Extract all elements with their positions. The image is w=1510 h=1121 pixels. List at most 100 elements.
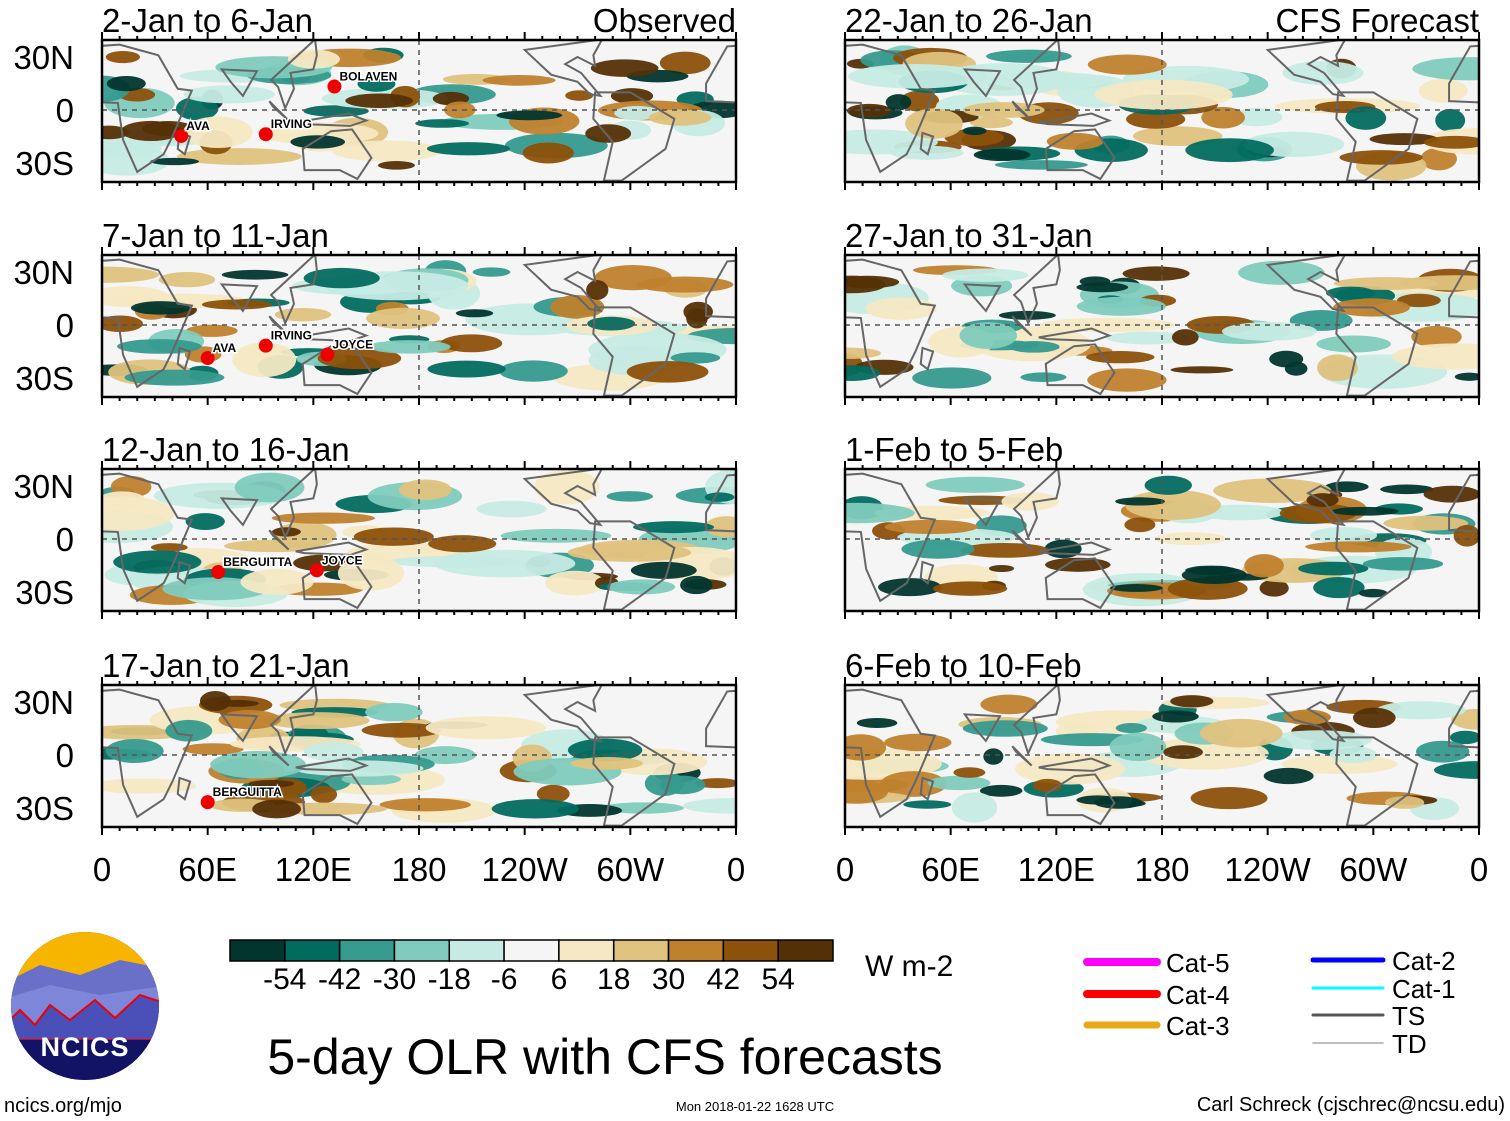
colorbar-tick-label: -54 <box>263 963 306 996</box>
coastline <box>219 283 259 313</box>
panel-title: 12-Jan to 16-Jan <box>102 431 350 468</box>
coastline <box>1044 128 1116 181</box>
lon-label: 180 <box>1134 851 1189 888</box>
footer-author: Carl Schreck (cjschrec@ncsu.edu) <box>1197 1094 1505 1116</box>
coastline <box>812 348 824 369</box>
storm-marker-icon <box>309 563 324 578</box>
lon-label: 0 <box>93 851 111 888</box>
lat-label: 0 <box>56 92 74 129</box>
colorbar-swatch <box>338 939 396 962</box>
coastline <box>592 91 676 182</box>
legend-label: TS <box>1392 1001 1425 1031</box>
coastline <box>962 497 1002 527</box>
coastline <box>301 128 373 181</box>
lat-label: 30S <box>15 790 74 827</box>
olr-anomaly-field: AVA IRVING BOLAVEN <box>102 40 824 182</box>
panel-source-label: CFS Forecast <box>1275 2 1479 39</box>
map-panel: AVA IRVING JOYCE 7-Jan to 11-Jan 30N 0 30S <box>13 217 824 405</box>
storm-marker-icon <box>200 795 215 810</box>
colorbar-tick-label: 42 <box>707 963 740 996</box>
lon-label: 120E <box>275 851 352 888</box>
coastline <box>176 346 192 371</box>
colorbar-tick-label: -30 <box>373 963 416 996</box>
coastline <box>962 283 1002 313</box>
panel-title: 7-Jan to 11-Jan <box>102 217 329 254</box>
coastline <box>1044 557 1116 610</box>
coastline <box>269 40 318 111</box>
storm-label: JOYCE <box>322 553 363 567</box>
coastline <box>1265 469 1346 527</box>
coastline <box>1012 469 1061 540</box>
colorbar-tick-label: 18 <box>597 963 630 996</box>
storm-label: BERGUITTA <box>223 555 292 569</box>
olr-anomaly-field <box>845 40 1479 182</box>
coastline <box>295 757 370 772</box>
legend-label: Cat-1 <box>1392 974 1456 1004</box>
olr-anomaly-field: AVA IRVING JOYCE <box>102 255 824 397</box>
coastline <box>845 472 937 603</box>
legend-label: Cat-4 <box>1166 980 1230 1010</box>
map-panel: BERGUITTA JOYCE 12-Jan to 16-Jan 30N 0 30S <box>13 431 738 619</box>
coastline <box>1011 745 1033 767</box>
coastline <box>812 133 824 154</box>
colorbar-tick-label: 6 <box>551 963 568 996</box>
footer-url[interactable]: ncics.org/mjo <box>4 1095 122 1117</box>
colorbar-swatch <box>722 939 779 962</box>
coastline <box>269 685 318 756</box>
coastline <box>919 346 935 371</box>
coastline <box>1265 40 1346 98</box>
lon-label: 120W <box>1225 851 1312 888</box>
colorbar-tick-label: -6 <box>491 963 518 996</box>
coastline <box>1044 773 1116 826</box>
coastline <box>522 255 603 313</box>
storm-label: IRVING <box>271 329 312 343</box>
legend-label: Cat-3 <box>1166 1011 1230 1041</box>
coastline <box>919 776 935 801</box>
storm-marker-icon <box>327 79 342 94</box>
coastline <box>219 713 259 743</box>
coastline <box>1011 100 1033 122</box>
coastline <box>1011 529 1033 551</box>
logo-text: NCICS <box>40 1032 129 1062</box>
panel-source-label: Observed <box>593 2 736 39</box>
coastline <box>219 497 259 527</box>
colorbar-swatch <box>667 939 725 962</box>
olr-anomaly-field: BERGUITTA JOYCE <box>102 469 736 611</box>
map-panel: 27-Jan to 31-Jan <box>843 217 1481 405</box>
coastline <box>102 43 194 174</box>
lon-label: 120W <box>482 851 569 888</box>
colorbar: -54 -42 -30 -18 -6 6 18 30 42 54 <box>229 939 834 996</box>
storm-label: AVA <box>213 341 237 355</box>
lat-label: 30S <box>15 574 74 611</box>
colorbar-swatch <box>448 939 505 962</box>
coastline <box>1038 757 1113 772</box>
coastline <box>1335 306 1419 397</box>
coastline <box>102 258 194 389</box>
coastline <box>268 100 290 122</box>
olr-anomaly-field <box>845 255 1479 397</box>
coastline <box>845 43 937 174</box>
storm-marker-icon <box>320 347 335 362</box>
lon-label: 60E <box>178 851 237 888</box>
coastline <box>295 541 370 556</box>
map-panel: AVA IRVING BOLAVEN 2-Jan to 6-Jan Observed 30… <box>13 2 824 190</box>
colorbar-swatch <box>284 939 341 962</box>
storm-marker-icon <box>200 351 215 366</box>
colorbar-tick-label: 54 <box>761 963 794 996</box>
storm-marker-icon <box>258 338 273 353</box>
coastline <box>269 255 318 326</box>
olr-anomaly-field <box>845 685 1479 827</box>
lat-label: 30N <box>13 684 74 721</box>
coastline <box>1335 91 1419 182</box>
coastline <box>269 469 318 540</box>
coastline <box>1335 520 1419 611</box>
storm-label: IRVING <box>271 117 312 131</box>
lon-label: 60W <box>1339 851 1408 888</box>
lat-label: 30S <box>15 145 74 182</box>
colorbar-swatch <box>777 939 834 962</box>
panel-title: 27-Jan to 31-Jan <box>845 217 1093 254</box>
coastline <box>845 688 937 819</box>
colorbar-swatch <box>558 939 615 962</box>
lon-label: 60W <box>596 851 665 888</box>
colorbar-units: W m-2 <box>865 950 953 983</box>
